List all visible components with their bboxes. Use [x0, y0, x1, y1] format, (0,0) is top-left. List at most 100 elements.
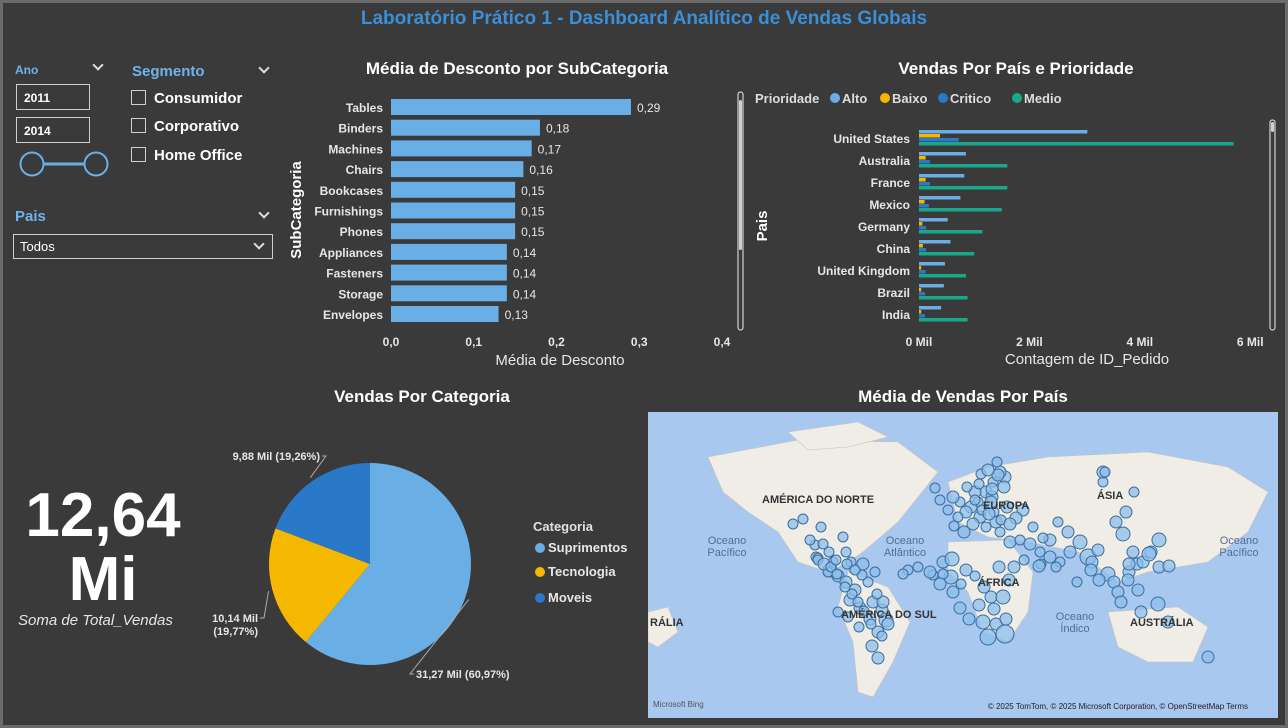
map-bubble[interactable]: [981, 463, 995, 477]
map-bubble[interactable]: [815, 521, 827, 533]
discount-bar[interactable]: [391, 243, 507, 260]
priority-bar[interactable]: [919, 138, 959, 142]
year-from-input[interactable]: 2011: [16, 84, 90, 110]
legend-item-label[interactable]: Critico: [950, 91, 991, 106]
priority-bar[interactable]: [919, 182, 931, 186]
map-bubble[interactable]: [995, 624, 1015, 644]
map-bubble[interactable]: [817, 538, 829, 550]
priority-bar[interactable]: [919, 240, 951, 244]
map-bubble[interactable]: [1162, 559, 1176, 573]
map-bubble[interactable]: [942, 504, 954, 516]
map-bubble[interactable]: [1091, 543, 1105, 557]
map-bubble[interactable]: [1109, 515, 1123, 529]
discount-bar[interactable]: [391, 264, 507, 281]
map-bubble[interactable]: [837, 531, 849, 543]
discount-bar[interactable]: [391, 306, 499, 322]
map-bubble[interactable]: [987, 602, 1001, 616]
segment-option-home-office[interactable]: Home Office: [131, 147, 242, 164]
map-bubble[interactable]: [849, 564, 861, 576]
discount-bar[interactable]: [391, 285, 507, 302]
legend-item-suprimentos[interactable]: Suprimentos: [535, 540, 627, 555]
checkbox-icon[interactable]: [131, 147, 146, 162]
map-bubble[interactable]: [1014, 534, 1026, 546]
map-bubble[interactable]: [962, 612, 976, 626]
map-bubble[interactable]: [897, 568, 909, 580]
priority-bar[interactable]: [919, 152, 966, 156]
map-bubble[interactable]: [1072, 534, 1088, 550]
map-bubble[interactable]: [1092, 573, 1106, 587]
map-bubble[interactable]: [1023, 537, 1037, 551]
priority-bar[interactable]: [919, 266, 922, 270]
map-bubble[interactable]: [862, 576, 874, 588]
map-bubble[interactable]: [961, 481, 973, 493]
map-bubble[interactable]: [1043, 550, 1057, 564]
map-bubble[interactable]: [953, 601, 967, 615]
year-range-slider[interactable]: [16, 149, 112, 179]
map-bubble[interactable]: [876, 595, 890, 609]
map-bubble[interactable]: [923, 565, 937, 579]
map-bubble[interactable]: [1128, 486, 1140, 498]
priority-bar[interactable]: [919, 164, 1008, 168]
map-bubble[interactable]: [869, 566, 881, 578]
map-bubble[interactable]: [946, 585, 960, 599]
scrollbar-thumb[interactable]: [739, 100, 742, 250]
map-bubble[interactable]: [973, 478, 985, 490]
map-bubble[interactable]: [969, 494, 981, 506]
map-bubble[interactable]: [865, 618, 877, 630]
map-bubble[interactable]: [980, 521, 992, 533]
map-bubble[interactable]: [840, 546, 852, 558]
map-bubble[interactable]: [1141, 546, 1157, 562]
priority-bar[interactable]: [919, 196, 961, 200]
map-bubble[interactable]: [934, 494, 946, 506]
world-map[interactable]: AMÉRICA DO NORTE EUROPA ÁSIA ÁFRICA AMÉR…: [648, 412, 1278, 718]
map-bubble[interactable]: [1114, 595, 1128, 609]
pie-slice[interactable]: [275, 463, 370, 564]
priority-bar[interactable]: [919, 186, 1008, 190]
map-copyright[interactable]: © 2025 TomTom, © 2025 Microsoft Corporat…: [987, 702, 1248, 711]
map-bubble[interactable]: [804, 534, 816, 546]
map-bubble[interactable]: [852, 596, 864, 608]
map-bubble[interactable]: [1161, 615, 1175, 629]
priority-bar[interactable]: [919, 130, 1088, 134]
map-bubble[interactable]: [1050, 561, 1062, 573]
priority-bar[interactable]: [919, 248, 927, 252]
map-bubble[interactable]: [787, 518, 799, 530]
discount-bar[interactable]: [391, 140, 532, 157]
checkbox-icon[interactable]: [131, 118, 146, 133]
segment-option-corporativo[interactable]: Corporativo: [131, 118, 239, 135]
pie-slice[interactable]: [269, 528, 370, 642]
map-bubble[interactable]: [865, 639, 879, 653]
map-bubble[interactable]: [972, 598, 986, 612]
segment-option-consumidor[interactable]: Consumidor: [131, 90, 242, 107]
map-bubble[interactable]: [1119, 505, 1133, 519]
map-bubble[interactable]: [957, 525, 971, 539]
map-bubble[interactable]: [966, 517, 980, 531]
map-bubble[interactable]: [853, 621, 865, 633]
map-bubble[interactable]: [1003, 535, 1017, 549]
map-bubble[interactable]: [1027, 521, 1039, 533]
discount-bar[interactable]: [391, 223, 516, 240]
map-bubble[interactable]: [830, 554, 842, 566]
year-to-input[interactable]: 2014: [16, 117, 90, 143]
map-bubble[interactable]: [977, 580, 991, 594]
priority-bar[interactable]: [919, 134, 940, 138]
priority-bar[interactable]: [919, 160, 931, 164]
map-bubble[interactable]: [1134, 605, 1148, 619]
map-bubble[interactable]: [876, 630, 888, 642]
priority-bar[interactable]: [919, 178, 926, 182]
map-bubble[interactable]: [975, 614, 991, 630]
scrollbar[interactable]: [1269, 119, 1276, 331]
priority-bar[interactable]: [919, 314, 926, 318]
priority-bar[interactable]: [919, 142, 1234, 146]
map-bubble[interactable]: [994, 526, 1006, 538]
map-bubble[interactable]: [1150, 596, 1166, 612]
map-bubble[interactable]: [823, 546, 835, 558]
map-bubble[interactable]: [1034, 546, 1046, 558]
map-bubble[interactable]: [1151, 532, 1167, 548]
map-bubble[interactable]: [1037, 532, 1049, 544]
map-bubble[interactable]: [1126, 545, 1140, 559]
discount-bar[interactable]: [391, 181, 516, 198]
map-bubble[interactable]: [982, 507, 996, 521]
map-bubble[interactable]: [929, 482, 941, 494]
map-bubble[interactable]: [985, 482, 999, 496]
